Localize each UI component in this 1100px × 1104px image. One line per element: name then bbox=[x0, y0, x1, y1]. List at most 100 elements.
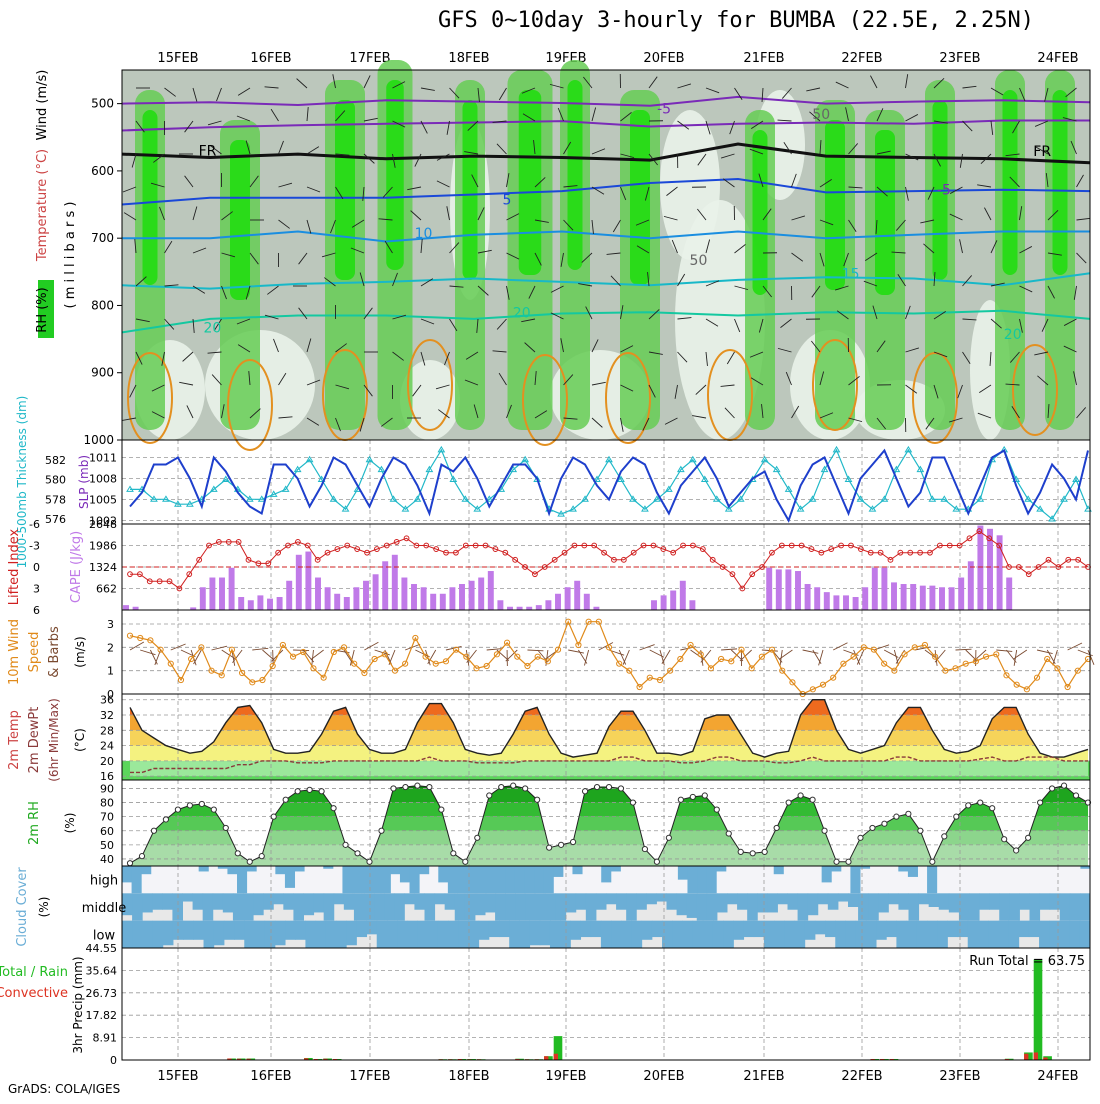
cloud-low-bar bbox=[142, 921, 153, 948]
cape-bar bbox=[574, 581, 580, 610]
contour-label: 20 bbox=[203, 320, 221, 336]
contour-label: 5 bbox=[503, 193, 512, 209]
cape-bar bbox=[325, 587, 331, 610]
cloud-low-bar bbox=[652, 921, 663, 937]
cloud-low-bar bbox=[489, 921, 500, 937]
cloud-high-bar bbox=[544, 866, 554, 893]
wind10-speed-label: Speed bbox=[27, 632, 42, 673]
cape-bar bbox=[363, 581, 369, 610]
temperature-axis-label: Temperature (°C) bbox=[35, 149, 50, 262]
cloud-middle-bar bbox=[737, 893, 748, 909]
rh-marker bbox=[307, 787, 312, 792]
contour-label: 15 bbox=[842, 267, 860, 283]
wind10-barb bbox=[935, 650, 945, 662]
cloud-low-bar bbox=[856, 921, 867, 948]
rh-marker bbox=[738, 849, 743, 854]
cloud-middle-bar bbox=[1040, 893, 1051, 909]
cloud-high-bar bbox=[486, 866, 496, 893]
cloud-low-bar bbox=[672, 921, 683, 948]
cloud-low-bar bbox=[387, 921, 398, 948]
cloud-middle-bar bbox=[616, 893, 627, 909]
rh-marker bbox=[1049, 786, 1054, 791]
cloud-low-bar bbox=[479, 921, 490, 940]
cloud-low-bar bbox=[132, 921, 143, 948]
cloud-middle-bar bbox=[253, 893, 264, 915]
cloud-low-bar bbox=[866, 921, 877, 948]
rh-marker bbox=[774, 825, 779, 830]
cape-bar bbox=[536, 605, 542, 610]
rh-marker bbox=[391, 786, 396, 791]
rh-marker bbox=[786, 800, 791, 805]
wind-axis-label: Wind (m/s) bbox=[35, 70, 50, 141]
rh-saturated-core bbox=[753, 130, 768, 295]
rh-marker bbox=[1026, 835, 1031, 840]
cloud-middle-bar bbox=[243, 893, 254, 920]
cloud-middle-bar bbox=[273, 893, 284, 904]
cloud-high-bar bbox=[774, 866, 784, 874]
rh-marker bbox=[642, 846, 647, 851]
cape-tick-label: 1324 bbox=[89, 561, 117, 574]
cloud-middle-bar bbox=[727, 893, 738, 904]
cloud-low-bar bbox=[703, 921, 714, 948]
cloud-middle-bar bbox=[525, 893, 536, 920]
contour-label: 50 bbox=[812, 107, 830, 123]
rh-marker bbox=[1073, 793, 1078, 798]
cape-bar bbox=[891, 582, 897, 610]
rh-saturated-core bbox=[143, 110, 158, 285]
cape-bar bbox=[286, 581, 292, 610]
rh-marker bbox=[990, 806, 995, 811]
cloud-middle-bar bbox=[667, 893, 678, 909]
cloud-high-bar bbox=[505, 866, 515, 893]
rh-marker bbox=[343, 842, 348, 847]
wind10-barb bbox=[130, 642, 144, 650]
wind10-barb bbox=[212, 646, 228, 650]
cape-bar bbox=[382, 561, 388, 610]
rh-marker bbox=[966, 803, 971, 808]
temp-tick-label: 16 bbox=[100, 770, 114, 783]
cloud-high-bar bbox=[496, 866, 506, 893]
li-tick-label: -3 bbox=[29, 540, 40, 553]
cloud-low-bar bbox=[825, 921, 836, 937]
cloud-low-bar bbox=[581, 921, 592, 937]
wind10-barb bbox=[996, 650, 1012, 651]
cloud-middle-bar bbox=[556, 893, 567, 920]
cloud-low-bar bbox=[601, 921, 612, 948]
rh-axis-label: RH (%) bbox=[35, 287, 50, 332]
cape-bar bbox=[814, 587, 820, 610]
rh-marker bbox=[271, 814, 276, 819]
cloud-middle-bar bbox=[1070, 893, 1081, 920]
cape-bar bbox=[929, 586, 935, 610]
rh-marker bbox=[199, 801, 204, 806]
rh-marker bbox=[942, 834, 947, 839]
cape-bar bbox=[373, 574, 379, 610]
minmax-axis-label: (6hr Min/Max) bbox=[47, 698, 61, 782]
cape-bar bbox=[459, 584, 465, 610]
cloud-low-bar bbox=[234, 921, 245, 940]
rh-marker bbox=[487, 793, 492, 798]
temp-band bbox=[122, 700, 1090, 715]
rh-saturated-core bbox=[875, 130, 895, 295]
precip-tick-label: 8.91 bbox=[93, 1032, 118, 1045]
cloud-middle-bar bbox=[687, 893, 698, 918]
top-date-label: 24FEB bbox=[1037, 51, 1078, 66]
cloud-high-bar bbox=[227, 866, 237, 874]
precip-convective-bar bbox=[1024, 1054, 1028, 1060]
temp-axis-label: 2m Temp bbox=[7, 710, 22, 770]
wind10-barb bbox=[619, 650, 626, 665]
dewpoint-axis-label: 2m DewPt bbox=[27, 707, 42, 774]
rh-marker bbox=[678, 797, 683, 802]
cloud-low-bar bbox=[907, 921, 918, 948]
cloud-high-bar bbox=[831, 866, 841, 871]
cloud-low-bar bbox=[723, 921, 734, 948]
cloud-low-bar bbox=[947, 921, 958, 937]
cloud-high-bar bbox=[611, 866, 621, 871]
precip-convective-bar bbox=[554, 1054, 558, 1060]
cloud-middle-bar bbox=[263, 893, 274, 909]
cloud-high-bar bbox=[381, 866, 391, 893]
rh-saturated-core bbox=[568, 80, 583, 270]
rh-marker bbox=[930, 859, 935, 864]
rh-marker bbox=[834, 859, 839, 864]
contour-label: -5 bbox=[657, 102, 671, 118]
temp-tick-label: 36 bbox=[100, 694, 114, 707]
